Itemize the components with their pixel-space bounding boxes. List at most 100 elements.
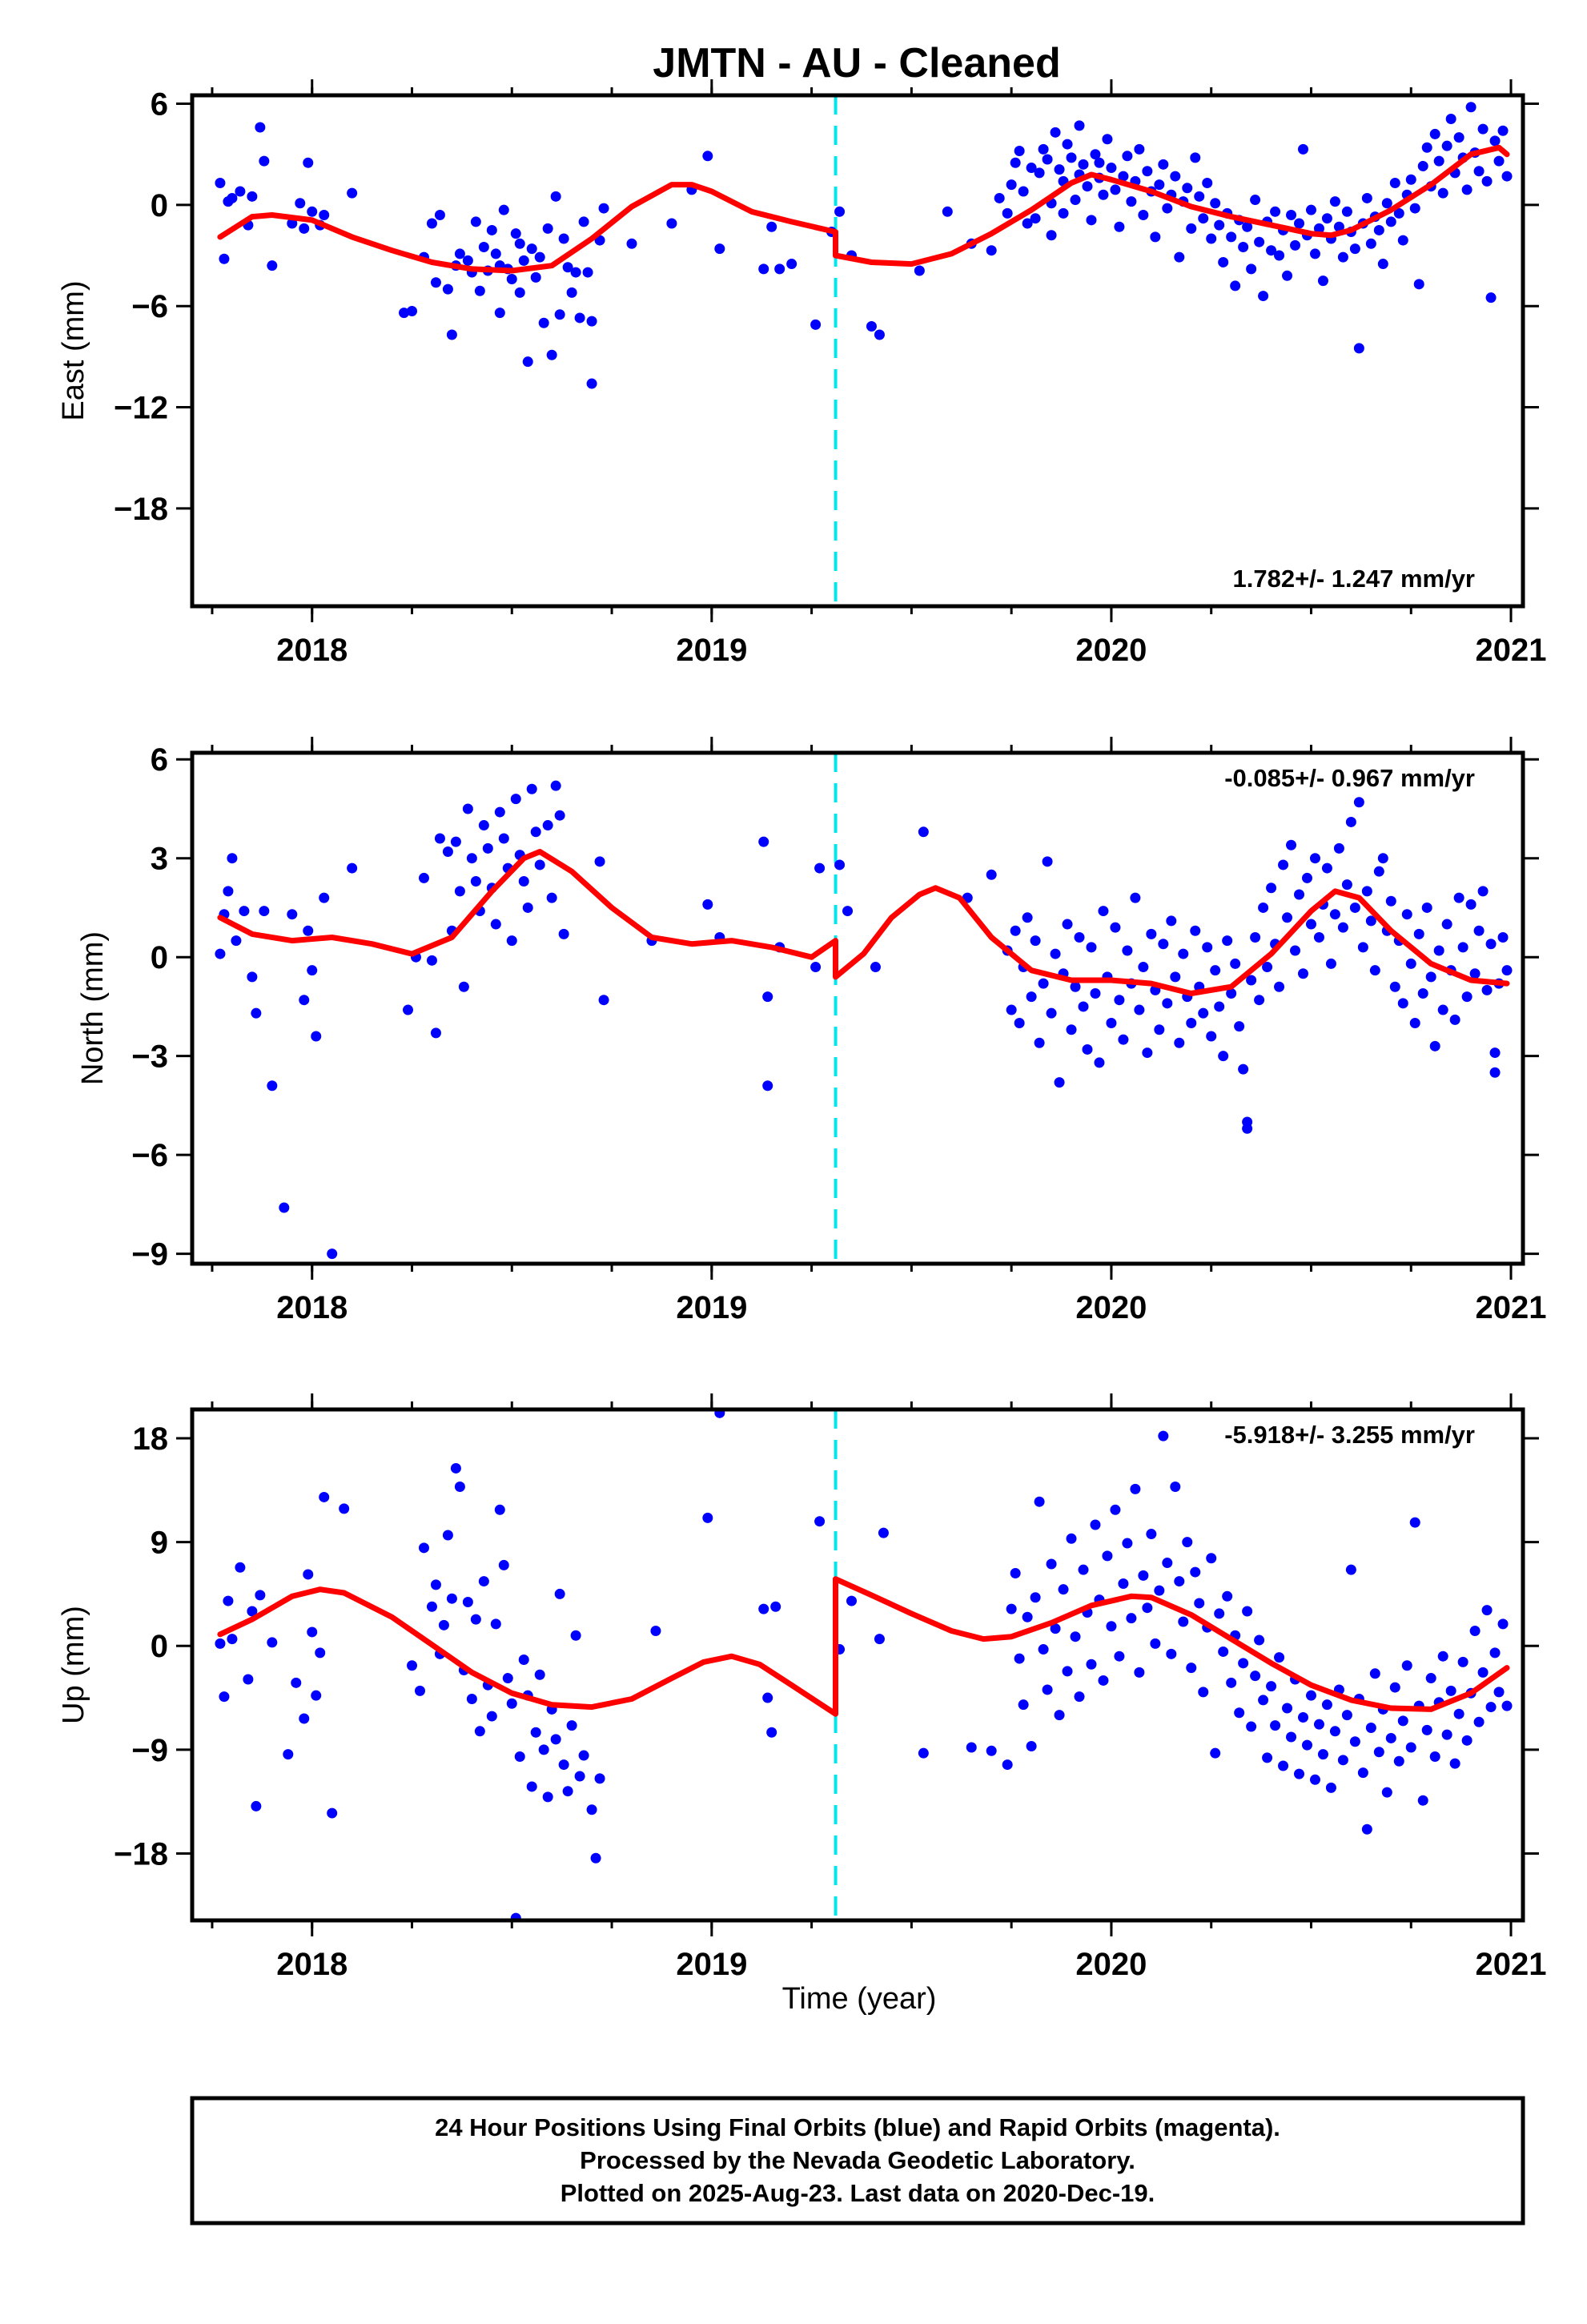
up-data-point (1266, 1681, 1277, 1692)
up-data-point (1349, 1736, 1360, 1747)
north-data-point (418, 872, 429, 883)
up-data-point (702, 1512, 713, 1523)
north-data-point (522, 902, 533, 913)
east-data-point (1309, 248, 1320, 259)
north-data-point (510, 794, 521, 805)
east-data-point (1142, 166, 1153, 177)
north-data-point (1373, 866, 1384, 877)
east-data-point (1054, 164, 1065, 175)
east-data-point (1046, 230, 1057, 241)
east-data-point (1445, 113, 1456, 124)
east-data-point (1082, 181, 1093, 192)
up-data-point (1166, 1648, 1177, 1659)
east-data-point (1186, 223, 1197, 234)
up-data-point (470, 1614, 481, 1625)
up-data-point (1046, 1558, 1057, 1570)
east-data-point (1377, 259, 1388, 270)
east-data-point (810, 319, 822, 330)
up-data-point (247, 1606, 258, 1617)
up-data-point (235, 1562, 246, 1573)
up-data-point (1409, 1517, 1420, 1528)
east-data-point (1066, 152, 1077, 163)
up-data-point (1174, 1576, 1185, 1587)
up-data-point (1170, 1481, 1181, 1492)
east-data-point (494, 308, 505, 319)
up-data-point (1493, 1687, 1505, 1698)
up-data-point (1445, 1685, 1456, 1696)
up-data-point (438, 1619, 449, 1630)
east-data-point (1489, 135, 1501, 147)
north-data-point (347, 862, 358, 874)
x-axis-label: Time (year) (782, 1982, 937, 2016)
east-data-point (1477, 123, 1489, 135)
north-data-point (247, 971, 258, 983)
east-data-point (478, 242, 489, 253)
up-data-point (1062, 1666, 1073, 1677)
east-data-point (1050, 127, 1061, 138)
up-data-point (566, 1720, 577, 1731)
up-data-point (1425, 1673, 1436, 1684)
east-plot-area (215, 95, 1513, 606)
north-data-point (1397, 998, 1408, 1009)
north-data-point (762, 991, 773, 1003)
east-data-point (1090, 149, 1101, 160)
north-data-point (1206, 1031, 1217, 1042)
east-data-point (1182, 183, 1193, 194)
north-data-point (1305, 919, 1316, 930)
north-data-point (1158, 939, 1169, 950)
north-data-point (1046, 1007, 1057, 1019)
north-fit-line (217, 849, 1510, 996)
north-data-point (482, 842, 493, 854)
north-data-point (1250, 932, 1261, 943)
up-data-point (1481, 1605, 1493, 1616)
up-data-point (1381, 1787, 1392, 1798)
north-data-point (327, 1248, 338, 1260)
east-data-point (1349, 243, 1360, 255)
north-data-point (1026, 991, 1037, 1003)
up-data-point (1138, 1570, 1149, 1581)
east-data-point (1154, 179, 1165, 191)
up-data-point (1441, 1729, 1452, 1740)
up-data-point (1325, 1782, 1336, 1793)
east-data-point (558, 233, 569, 244)
east-y-tick-label: 0 (151, 188, 168, 223)
east-data-point (1270, 206, 1281, 217)
east-data-point (834, 206, 846, 217)
east-data-point (550, 191, 561, 202)
north-data-point (1170, 971, 1181, 983)
east-data-point (1174, 251, 1185, 263)
up-data-point (1218, 1646, 1229, 1657)
up-data-point (1070, 1631, 1081, 1642)
north-data-point (319, 892, 330, 903)
up-data-point (1054, 1710, 1065, 1721)
east-data-point (1433, 155, 1444, 167)
caption-line-3: Plotted on 2025-Aug-23. Last data on 202… (560, 2179, 1155, 2207)
north-data-point (1313, 932, 1324, 943)
caption-frame (190, 2096, 1525, 2225)
east-data-point (1317, 275, 1328, 287)
up-data-point (758, 1603, 769, 1614)
east-data-point (994, 192, 1005, 203)
north-data-point (1489, 1047, 1501, 1059)
up-data-point (462, 1597, 473, 1608)
north-data-point (1278, 859, 1289, 870)
north-data-point (1202, 942, 1213, 953)
up-y-tick-label: 0 (151, 1629, 168, 1664)
north-data-point (1130, 892, 1141, 903)
north-data-point (454, 886, 465, 897)
east-data-point (1286, 209, 1297, 220)
up-data-point (1501, 1700, 1513, 1711)
north-data-point (550, 780, 561, 791)
up-data-point (1142, 1602, 1153, 1614)
east-y-axis-label: East (mm) (57, 280, 90, 420)
east-data-point (287, 218, 298, 229)
up-data-point (1469, 1626, 1481, 1637)
up-data-point (530, 1727, 541, 1738)
up-data-point (1238, 1658, 1249, 1669)
up-data-point (1010, 1568, 1021, 1579)
up-data-point (1437, 1651, 1448, 1662)
north-data-point (1421, 902, 1432, 913)
east-data-point (582, 267, 593, 278)
north-data-point (594, 856, 605, 867)
up-data-point (1453, 1708, 1464, 1719)
